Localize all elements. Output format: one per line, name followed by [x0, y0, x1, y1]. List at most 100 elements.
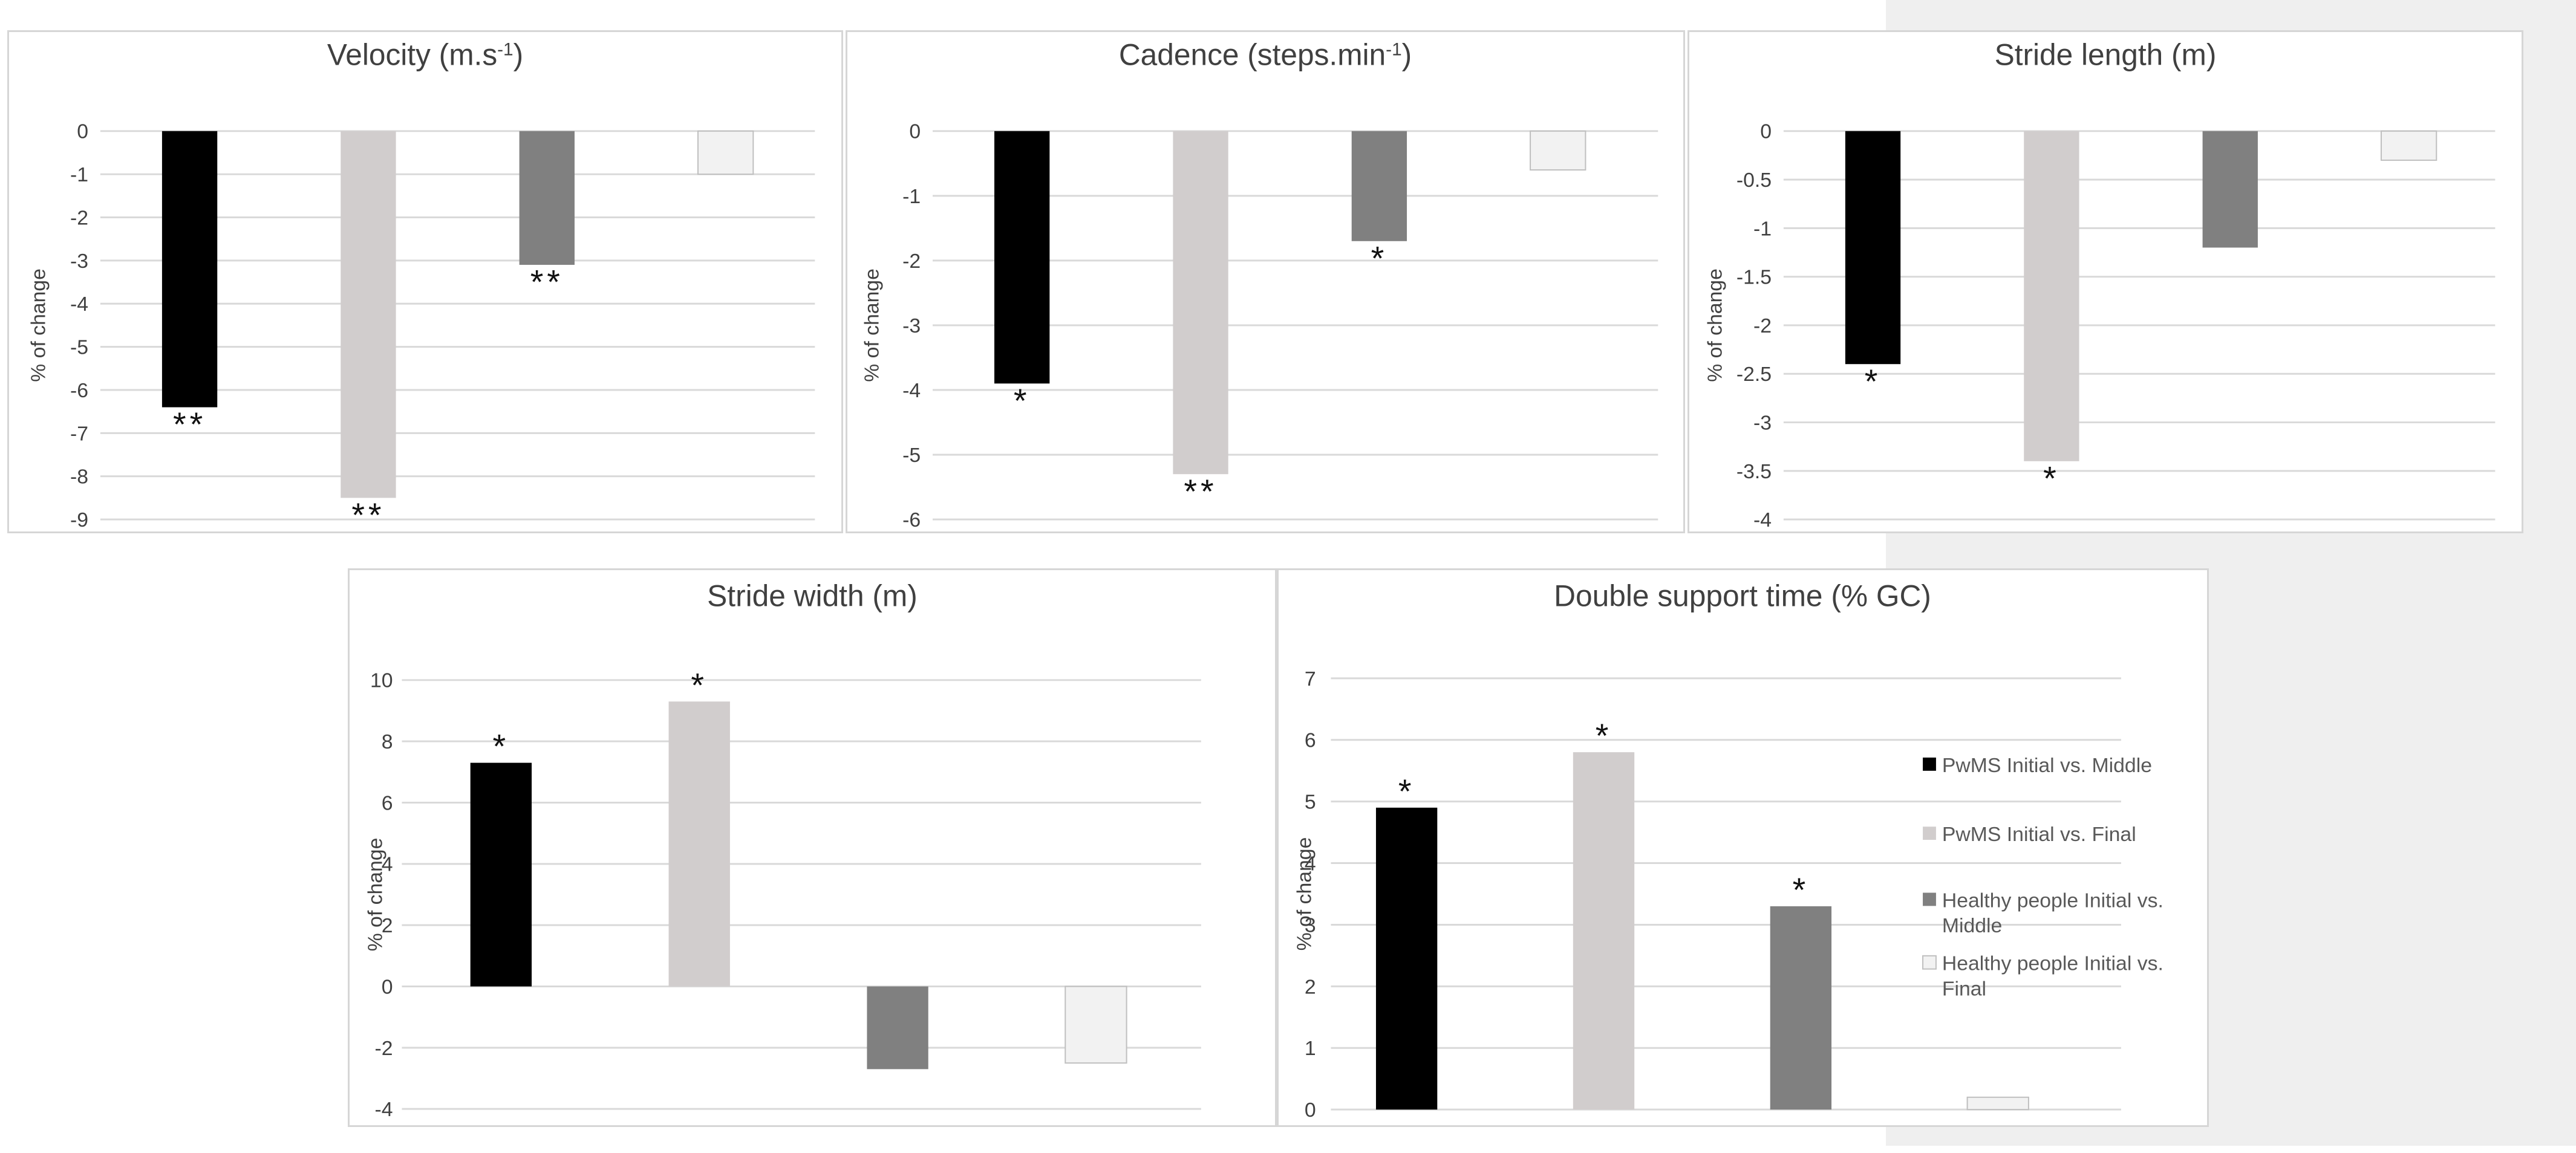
bar-healthy-mid — [1770, 906, 1832, 1110]
bar-healthy-mid — [867, 986, 928, 1070]
bar-healthy-final — [1065, 986, 1127, 1064]
y-tick-label: 7 — [1305, 667, 1316, 690]
legend-label: Healthy people Initial vs. — [1942, 952, 2164, 975]
chart-velocity-svg: 0 -1 -2 -3 -4 -5 -6 -7 -8 -9 Velocity (m.s-1) % of … — [27, 38, 815, 531]
chart-title: Double support time (% GC) — [1554, 579, 1931, 613]
significance-marker: ** — [351, 496, 385, 531]
significance-marker: * — [691, 666, 708, 704]
bar-healthy-mid — [519, 131, 575, 265]
y-tick-label: 1 — [1305, 1037, 1316, 1060]
y-tick-label: 0 — [1305, 1099, 1316, 1122]
y-tick-label: -2 — [375, 1037, 393, 1060]
significance-marker: * — [1596, 717, 1612, 755]
y-tick-label: -1 — [902, 185, 921, 208]
y-tick-label: -4 — [902, 379, 921, 402]
chart-double-support-time-svg: 7 6 5 4 3 2 1 0 Double support time (% GC) % of c… — [1293, 579, 2164, 1122]
legend-label: Middle — [1942, 914, 2002, 937]
chart-cadence-svg: 0 -1 -2 -3 -4 -5 -6 Cadence (steps.min-1) % of c… — [861, 38, 1658, 531]
y-tick-label: -2 — [902, 250, 921, 273]
legend-swatch — [1923, 892, 1936, 906]
y-tick-label: 0 — [1760, 120, 1772, 143]
chart-stride-width-svg: 10 8 6 4 2 0 -2 -4 Stride width (m) % of change * * — [364, 579, 1201, 1121]
legend-swatch — [1922, 955, 1937, 970]
y-axis-label: % of change — [1704, 268, 1727, 382]
bar-pwms-mid — [1375, 807, 1438, 1110]
chart-velocity: 0 -1 -2 -3 -4 -5 -6 -7 -8 -9 Velocity (m.s-1) % of … — [7, 30, 843, 533]
significance-marker: * — [1014, 382, 1031, 420]
chart-stride-length-svg: 0 -0.5 -1 -1.5 -2 -2.5 -3 -3.5 -4 Stride length (… — [1704, 38, 2496, 531]
y-tick-label: -2.5 — [1736, 363, 1772, 386]
legend-swatch — [1923, 827, 1936, 840]
chart-title: Stride length (m) — [1995, 38, 2217, 72]
y-tick-label: -5 — [70, 336, 88, 359]
chart-stride-width: 10 8 6 4 2 0 -2 -4 Stride width (m) % of change * * — [348, 568, 1277, 1127]
bar-healthy-mid — [1351, 131, 1407, 241]
significance-marker: * — [1793, 871, 1810, 909]
bar-pwms-final — [1573, 752, 1635, 1110]
chart-cadence: 0 -1 -2 -3 -4 -5 -6 Cadence (steps.min-1) % of c… — [846, 30, 1685, 533]
bar-pwms-mid — [994, 131, 1050, 384]
y-tick-label: -4 — [375, 1098, 393, 1121]
y-tick-label: 8 — [382, 730, 393, 753]
y-tick-label: -3.5 — [1736, 460, 1772, 483]
y-tick-label: -4 — [70, 293, 88, 316]
bar-pwms-final — [1173, 131, 1228, 475]
y-tick-label: -1 — [70, 163, 88, 186]
y-tick-label: 2 — [1305, 975, 1316, 998]
y-tick-label: -6 — [70, 379, 88, 402]
legend-swatch — [1923, 757, 1936, 771]
chart-title: Cadence (steps.min-1) — [1119, 38, 1412, 72]
y-tick-label: -4 — [1753, 508, 1772, 531]
bar-pwms-mid — [470, 762, 532, 987]
y-tick-label: -8 — [70, 466, 88, 489]
legend-label: PwMS Initial vs. Middle — [1942, 754, 2152, 777]
chart-stride-length: 0 -0.5 -1 -1.5 -2 -2.5 -3 -3.5 -4 Stride length (… — [1687, 30, 2523, 533]
significance-marker: ** — [1184, 473, 1217, 510]
y-tick-label: -5 — [902, 444, 921, 467]
y-tick-label: -2 — [70, 206, 88, 229]
chart-title: Stride width (m) — [707, 579, 918, 613]
significance-marker: ** — [173, 406, 206, 443]
y-tick-label: 2 — [382, 914, 393, 937]
bar-healthy-final — [697, 130, 754, 175]
bar-pwms-mid — [1845, 131, 1901, 365]
y-tick-label: 0 — [909, 120, 921, 143]
y-axis-label: % of change — [1293, 837, 1316, 951]
y-tick-label: 6 — [1305, 729, 1316, 752]
y-tick-label: 3 — [1305, 914, 1316, 937]
bar-healthy-final — [2380, 130, 2437, 161]
y-tick-label: 10 — [370, 669, 393, 692]
y-axis-label: % of change — [364, 838, 387, 952]
y-tick-label: -3 — [70, 250, 88, 273]
y-tick-label: 0 — [382, 975, 393, 998]
y-tick-label: -3 — [1753, 411, 1772, 434]
y-tick-label: -1 — [1753, 217, 1772, 240]
y-tick-label: -9 — [70, 508, 88, 531]
significance-marker: * — [1398, 773, 1415, 810]
y-tick-label: 4 — [1305, 852, 1316, 875]
bar-pwms-final — [2024, 131, 2079, 461]
y-axis-label: % of change — [861, 268, 884, 382]
y-tick-label: -1.5 — [1736, 266, 1772, 289]
y-tick-label: -2 — [1753, 314, 1772, 337]
y-axis-label: % of change — [27, 268, 50, 382]
significance-marker: * — [493, 728, 510, 765]
y-tick-label: 4 — [382, 853, 393, 876]
legend-label: PwMS Initial vs. Final — [1942, 823, 2136, 846]
significance-marker: ** — [530, 264, 564, 301]
bar-pwms-final — [668, 701, 730, 987]
bar-healthy-final — [1966, 1096, 2029, 1111]
y-tick-label: -7 — [70, 422, 88, 445]
y-tick-label: -6 — [902, 508, 921, 531]
bar-pwms-final — [341, 131, 396, 498]
legend-label: Final — [1942, 977, 1986, 1000]
y-tick-label: 0 — [77, 120, 88, 143]
bar-pwms-mid — [161, 131, 218, 408]
chart-title: Velocity (m.s-1) — [327, 38, 523, 72]
significance-marker: * — [2043, 460, 2060, 497]
y-tick-label: -3 — [902, 314, 921, 337]
chart-double-support-time: 7 6 5 4 3 2 1 0 Double support time (% GC) % of c… — [1277, 568, 2209, 1127]
legend-label: Healthy people Initial vs. — [1942, 889, 2164, 912]
y-tick-label: 6 — [382, 791, 393, 814]
y-tick-label: -0.5 — [1736, 169, 1772, 192]
